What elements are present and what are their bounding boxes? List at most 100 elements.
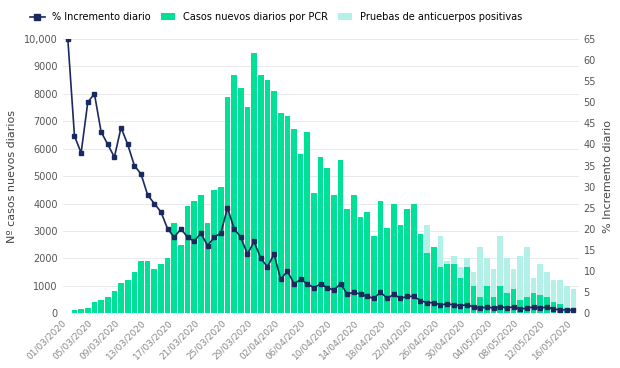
Bar bbox=[404, 209, 410, 313]
Bar bbox=[477, 297, 483, 313]
Bar bbox=[391, 204, 397, 313]
Bar bbox=[524, 297, 529, 313]
Bar bbox=[491, 297, 497, 313]
Bar bbox=[484, 286, 490, 313]
Bar bbox=[551, 280, 556, 313]
Bar bbox=[397, 226, 403, 313]
Bar bbox=[298, 154, 304, 313]
Bar bbox=[471, 272, 476, 313]
Y-axis label: Nº casos nuevos diarios: Nº casos nuevos diarios bbox=[7, 110, 17, 243]
Bar bbox=[271, 91, 277, 313]
Bar bbox=[358, 217, 363, 313]
Bar bbox=[458, 277, 463, 313]
Bar bbox=[397, 275, 403, 313]
Line: % Incremento diario: % Incremento diario bbox=[65, 36, 576, 313]
Bar bbox=[411, 226, 417, 313]
Bar bbox=[497, 236, 503, 313]
Bar bbox=[531, 277, 536, 313]
Bar bbox=[131, 272, 137, 313]
Bar bbox=[570, 308, 576, 313]
Bar bbox=[444, 261, 450, 313]
Bar bbox=[365, 212, 370, 313]
Bar bbox=[570, 289, 576, 313]
Bar bbox=[517, 300, 523, 313]
Bar bbox=[251, 53, 257, 313]
Bar bbox=[238, 88, 244, 313]
Bar bbox=[484, 258, 490, 313]
Bar bbox=[178, 245, 184, 313]
Bar bbox=[517, 256, 523, 313]
Bar bbox=[531, 293, 536, 313]
Bar bbox=[464, 266, 470, 313]
Bar bbox=[192, 201, 197, 313]
Bar bbox=[245, 107, 250, 313]
Bar bbox=[265, 80, 270, 313]
Bar bbox=[172, 223, 177, 313]
Bar bbox=[344, 209, 350, 313]
Bar bbox=[391, 280, 397, 313]
Bar bbox=[285, 116, 290, 313]
Bar bbox=[304, 132, 310, 313]
Bar bbox=[258, 75, 264, 313]
Bar bbox=[418, 236, 423, 313]
Bar bbox=[538, 296, 543, 313]
Bar bbox=[444, 264, 450, 313]
% Incremento diario bbox=[237, 235, 244, 240]
Bar bbox=[278, 113, 283, 313]
% Incremento diario bbox=[343, 292, 351, 297]
Bar bbox=[371, 236, 377, 313]
Bar bbox=[438, 266, 443, 313]
Bar bbox=[424, 253, 430, 313]
Bar bbox=[384, 291, 390, 313]
% Incremento diario bbox=[164, 227, 171, 231]
Bar bbox=[138, 261, 144, 313]
Bar bbox=[544, 272, 550, 313]
Bar bbox=[564, 286, 570, 313]
Bar bbox=[185, 206, 190, 313]
Bar bbox=[564, 308, 570, 313]
Bar bbox=[557, 280, 563, 313]
Bar bbox=[431, 247, 436, 313]
Legend: % Incremento diario, Casos nuevos diarios por PCR, Pruebas de anticuerpos positi: % Incremento diario, Casos nuevos diario… bbox=[26, 8, 526, 26]
Bar bbox=[557, 304, 563, 313]
Bar bbox=[145, 261, 151, 313]
Bar bbox=[125, 280, 131, 313]
Bar bbox=[451, 264, 456, 313]
Bar bbox=[351, 195, 356, 313]
Bar bbox=[158, 264, 164, 313]
Bar bbox=[504, 258, 510, 313]
Bar bbox=[211, 190, 217, 313]
Bar bbox=[198, 195, 204, 313]
Bar bbox=[504, 293, 510, 313]
Bar bbox=[418, 234, 423, 313]
Bar bbox=[205, 223, 210, 313]
Bar bbox=[324, 168, 330, 313]
Bar bbox=[438, 236, 443, 313]
% Incremento diario bbox=[283, 269, 291, 273]
Bar bbox=[551, 302, 556, 313]
% Incremento diario bbox=[570, 308, 577, 312]
Bar bbox=[471, 286, 476, 313]
Bar bbox=[404, 245, 410, 313]
Bar bbox=[384, 228, 390, 313]
Bar bbox=[151, 269, 157, 313]
Bar bbox=[511, 269, 516, 313]
Bar bbox=[378, 201, 383, 313]
% Incremento diario bbox=[231, 227, 238, 231]
Bar bbox=[78, 309, 84, 313]
Bar bbox=[318, 157, 324, 313]
Bar bbox=[98, 300, 104, 313]
Bar bbox=[544, 297, 550, 313]
Bar bbox=[231, 75, 237, 313]
Bar bbox=[424, 226, 430, 313]
Bar bbox=[105, 297, 110, 313]
Y-axis label: % Incremento diario: % Incremento diario bbox=[603, 120, 613, 233]
Bar bbox=[464, 258, 470, 313]
% Incremento diario bbox=[270, 252, 278, 256]
Bar bbox=[224, 96, 230, 313]
Bar bbox=[291, 130, 297, 313]
Bar bbox=[92, 302, 97, 313]
Bar bbox=[118, 283, 124, 313]
Bar bbox=[458, 266, 463, 313]
Bar bbox=[331, 195, 337, 313]
